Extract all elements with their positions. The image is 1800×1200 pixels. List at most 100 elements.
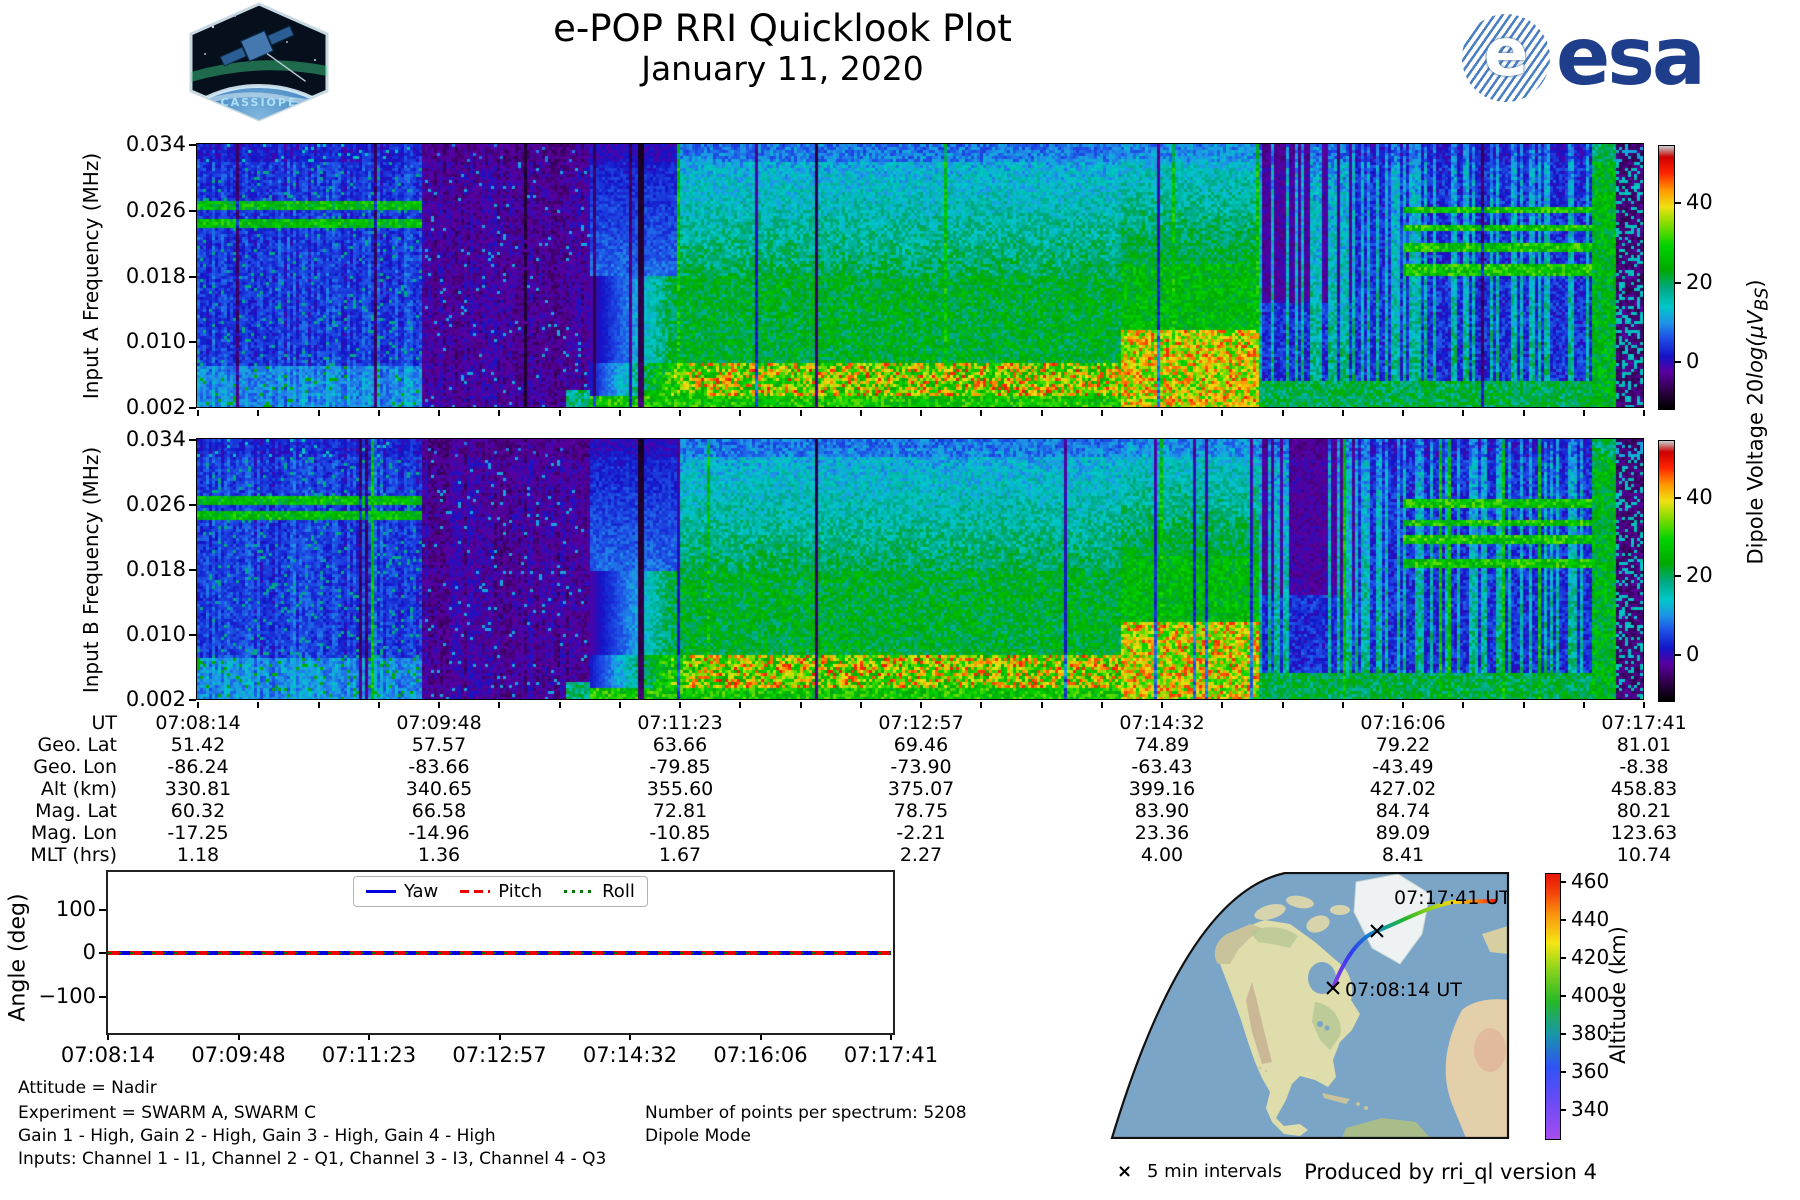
time-minor-tick	[920, 410, 922, 416]
time-minor-tick	[1462, 702, 1465, 708]
produced-by-note: Produced by rri_ql version 4	[1304, 1160, 1597, 1184]
gains-note: Gain 1 - High, Gain 2 - High, Gain 3 - H…	[18, 1126, 496, 1146]
freq-tick-label: 0.010	[125, 329, 186, 354]
ephemeris-cell: 399.16	[1128, 778, 1196, 800]
freq-tick-mark	[189, 504, 196, 506]
time-minor-tick	[1161, 702, 1163, 708]
spectrogram-a-ylabel: Input A Frequency (MHz)	[79, 152, 103, 400]
freq-tick-label: 0.010	[125, 622, 186, 646]
time-minor-tick	[1221, 410, 1224, 416]
time-minor-tick	[799, 702, 802, 708]
ephemeris-cell: 355.60	[646, 778, 714, 800]
time-minor-tick	[1341, 410, 1344, 416]
alt-tick-label: 340	[1571, 1096, 1610, 1121]
alt-tick-mark	[1560, 1108, 1566, 1111]
time-minor-tick	[1221, 702, 1224, 708]
ephemeris-cell: 123.63	[1610, 822, 1678, 844]
time-minor-tick	[618, 702, 621, 708]
dipole-colorbar-b	[1658, 440, 1675, 702]
ephemeris-cell: 1.36	[417, 844, 461, 866]
ephemeris-cell: 07:14:32	[1119, 712, 1205, 734]
dipole-tick-mark	[1674, 360, 1681, 363]
time-minor-tick	[739, 702, 742, 708]
spectrogram-b-ylabel: Input B Frequency (MHz)	[79, 446, 103, 694]
ephemeris-cell: 84.74	[1375, 800, 1431, 822]
esa-globe-icon: e	[1462, 14, 1550, 102]
ephemeris-cell: 83.90	[1134, 800, 1190, 822]
ephemeris-cell: 66.58	[411, 800, 467, 822]
alt-tick-mark	[1560, 919, 1566, 922]
ephemeris-cell: 8.41	[1381, 844, 1425, 866]
time-minor-tick	[498, 410, 501, 416]
ephemeris-cell: 10.74	[1616, 844, 1672, 866]
time-minor-tick	[377, 702, 380, 708]
time-minor-tick	[1462, 410, 1465, 416]
freq-tick-label: 0.018	[125, 263, 186, 288]
ephemeris-cell: -83.66	[408, 756, 470, 778]
alt-tick-mark	[1560, 995, 1566, 998]
time-minor-tick	[980, 410, 983, 416]
ephemeris-cell: 89.09	[1375, 822, 1431, 844]
ephemeris-cell: 07:11:23	[637, 712, 723, 734]
interval-marker-icon: ×	[1117, 1161, 1133, 1182]
freq-tick-mark	[189, 341, 196, 344]
ephemeris-row-label: UT	[91, 712, 117, 734]
dipole-tick-label: 0	[1686, 348, 1700, 373]
attitude-note: Attitude = Nadir	[18, 1078, 157, 1098]
angle-xtick-mark	[368, 1033, 370, 1040]
page-date: January 11, 2020	[641, 48, 924, 88]
angle-xtick-label: 07:16:06	[713, 1043, 808, 1067]
ephemeris-cell: 07:08:14	[155, 712, 241, 734]
time-minor-tick	[317, 702, 320, 708]
dipole-tick-mark	[1674, 281, 1681, 284]
angle-ytick-mark	[99, 952, 106, 954]
ephemeris-cell: 80.21	[1616, 800, 1672, 822]
ephemeris-row-label: Alt (km)	[40, 778, 117, 800]
legend-label: Pitch	[498, 881, 543, 902]
angle-ytick-label: 0	[82, 940, 96, 964]
time-minor-tick	[558, 410, 561, 416]
time-minor-tick	[679, 702, 681, 708]
track-start-label: 07:08:14 UT	[1345, 979, 1462, 1001]
ephemeris-cell: 07:17:41	[1601, 712, 1687, 734]
altitude-colorbar	[1545, 873, 1561, 1140]
dipole-tick-mark	[1674, 653, 1681, 656]
ephemeris-row-label: MLT (hrs)	[30, 844, 117, 866]
ephemeris-row-label: Mag. Lon	[30, 822, 117, 844]
time-minor-tick	[799, 410, 802, 416]
time-minor-tick	[1341, 702, 1344, 708]
time-minor-tick	[1643, 702, 1645, 708]
ephemeris-cell: 07:12:57	[878, 712, 964, 734]
ephemeris-cell: -73.90	[890, 756, 952, 778]
ephemeris-cell: 427.02	[1369, 778, 1437, 800]
yaw-line-sample	[366, 889, 396, 894]
time-minor-tick	[1582, 410, 1585, 416]
dipole-tick-mark	[1674, 575, 1681, 578]
legend-entry-roll: Roll	[564, 881, 635, 902]
dipole-tick-label: 20	[1686, 269, 1713, 294]
time-minor-tick	[438, 702, 440, 708]
ephemeris-cell: 1.67	[658, 844, 702, 866]
ephemeris-row-label: Geo. Lon	[33, 756, 117, 778]
time-minor-tick	[377, 410, 380, 416]
page-title: e-POP RRI Quicklook Plot	[553, 7, 1012, 50]
roll-line	[108, 951, 891, 954]
freq-tick-mark	[189, 699, 196, 701]
time-minor-tick	[618, 410, 621, 416]
altitude-colorbar-label: Altitude (km)	[1606, 926, 1630, 1064]
ephemeris-cell: 2.27	[899, 844, 943, 866]
angle-xtick-mark	[498, 1033, 501, 1040]
angle-plot-legend: Yaw Pitch Roll	[353, 876, 648, 907]
track-start-marker	[1326, 981, 1340, 995]
ephemeris-cell: -10.85	[649, 822, 711, 844]
freq-tick-mark	[189, 439, 196, 441]
time-minor-tick	[679, 410, 681, 416]
dipole-tick-mark	[1674, 496, 1681, 499]
time-minor-tick	[859, 410, 862, 416]
ephemeris-cell: 458.83	[1610, 778, 1678, 800]
time-minor-tick	[197, 702, 199, 708]
freq-tick-label: 0.002	[125, 395, 186, 419]
angle-ytick-label: −100	[38, 983, 96, 1008]
angle-xtick-mark	[107, 1033, 109, 1040]
ephemeris-cell: 78.75	[893, 800, 949, 822]
